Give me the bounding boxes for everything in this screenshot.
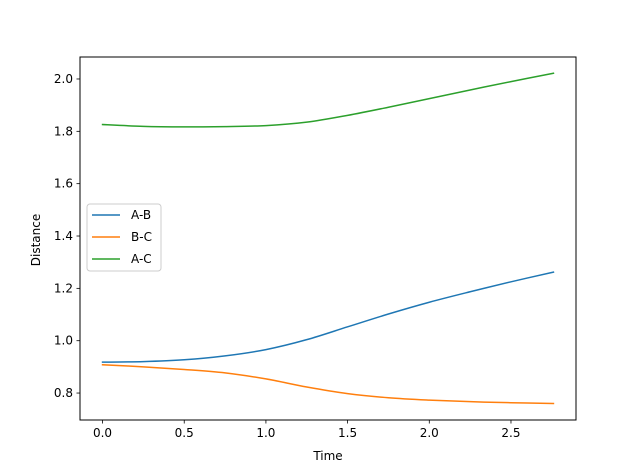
- y-tick-label: 1.0: [54, 334, 73, 348]
- x-axis-label: Time: [312, 449, 342, 463]
- legend-label-2: A-C: [131, 252, 152, 266]
- legend-label-0: A-B: [131, 208, 151, 222]
- y-axis-ticks: 0.8 1.0 1.2 1.4 1.6 1.8 2.0: [54, 72, 80, 400]
- y-tick-label: 0.8: [54, 386, 73, 400]
- y-tick-label: 1.2: [54, 281, 73, 295]
- series-line-1: [101, 363, 555, 405]
- y-tick-label: 1.6: [54, 177, 73, 191]
- x-tick-label: 1.0: [256, 426, 275, 440]
- x-tick-label: 2.5: [501, 426, 520, 440]
- x-tick-label: 2.0: [420, 426, 439, 440]
- plot-frame: [79, 56, 577, 421]
- plot-lines: [101, 72, 555, 405]
- legend: A-B B-C A-C: [86, 203, 162, 272]
- x-tick-label: 1.5: [338, 426, 357, 440]
- series-line-2: [101, 72, 555, 128]
- y-axis-label: Distance: [29, 214, 43, 266]
- series-line-0: [101, 271, 555, 363]
- x-tick-label: 0.5: [175, 426, 194, 440]
- y-tick-label: 2.0: [54, 72, 73, 86]
- legend-label-1: B-C: [131, 230, 152, 244]
- legend-frame: [86, 203, 162, 272]
- y-tick-label: 1.4: [54, 229, 73, 243]
- x-axis-ticks: 0.0 0.5 1.0 1.5 2.0 2.5: [93, 420, 521, 440]
- y-tick-label: 1.8: [54, 124, 73, 138]
- x-tick-label: 0.0: [93, 426, 112, 440]
